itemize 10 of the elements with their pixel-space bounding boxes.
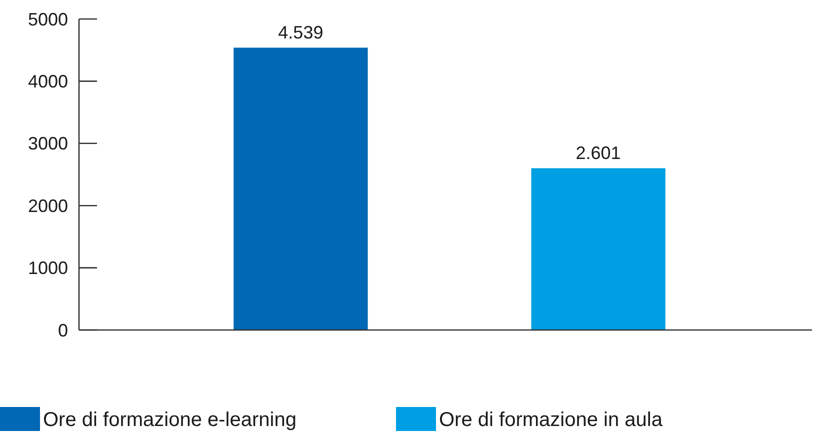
y-tick-label: 0 <box>58 320 68 340</box>
y-tick-label: 2000 <box>28 196 68 216</box>
y-tick-label: 5000 <box>28 9 68 30</box>
y-tick-label: 3000 <box>28 134 68 154</box>
data-label: 2.601 <box>576 143 621 164</box>
y-tick-label: 4000 <box>28 72 68 92</box>
y-tick-label: 1000 <box>28 258 68 278</box>
data-label: 4.539 <box>278 22 324 43</box>
legend-label: Ore di formazione in aula <box>439 409 664 431</box>
legend-label: Ore di formazione e-learning <box>43 409 296 431</box>
